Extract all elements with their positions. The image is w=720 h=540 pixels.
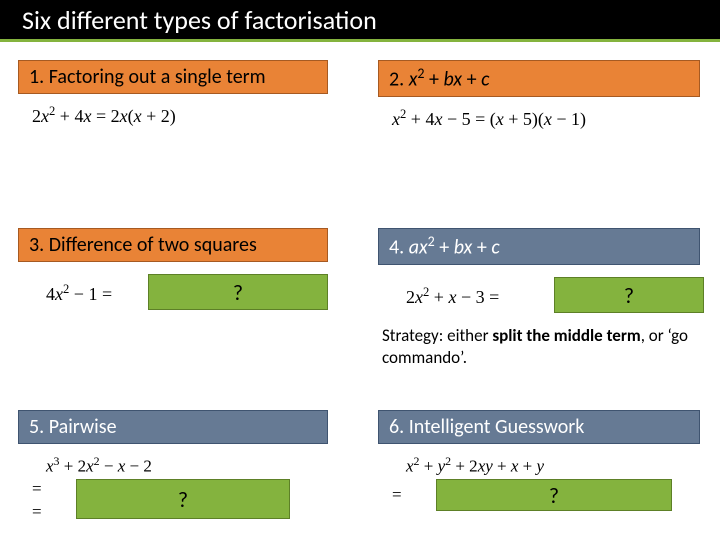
panel-4-label: 4. ax2 + bx + c <box>378 228 700 265</box>
panel-1: 1. Factoring out a single term 2x2 + 4x … <box>18 60 368 130</box>
panel-5-answer-box[interactable]: ? <box>76 479 290 519</box>
panel-2: 2. x2 + bx + c x2 + 4x − 5 = (x + 5)(x −… <box>378 60 712 130</box>
row-2: 3. Difference of two squares 4x2 − 1 = ?… <box>0 216 720 369</box>
panel-5: 5. Pairwise x3 + 2x2 − x − 2 == ? <box>18 410 368 521</box>
row-3: 5. Pairwise x3 + 2x2 − x − 2 == ? 6. Int… <box>0 398 720 521</box>
panel-6-answer-box[interactable]: ? <box>436 479 672 511</box>
panel-3-formula: 4x2 − 1 = <box>46 282 112 305</box>
panel-6-label: 6. Intelligent Guesswork <box>378 410 700 444</box>
panel-2-formula: x2 + 4x − 5 = (x + 5)(x − 1) <box>392 107 712 130</box>
panel-5-label: 5. Pairwise <box>18 410 328 444</box>
panel-4-answer-box[interactable]: ? <box>554 277 704 313</box>
panel-4-strategy: Strategy: either split the middle term, … <box>382 325 712 369</box>
panel-5-formula: x3 + 2x2 − x − 2 <box>46 454 368 477</box>
panel-4-formula: 2x2 + x − 3 = <box>406 285 499 308</box>
panel-6-formula: x2 + y2 + 2xy + x + y <box>406 454 712 477</box>
panel-6: 6. Intelligent Guesswork x2 + y2 + 2xy +… <box>378 410 712 521</box>
title-bar: Six different types of factorisation <box>0 0 720 42</box>
panel-3-label: 3. Difference of two squares <box>18 228 328 262</box>
page-title: Six different types of factorisation <box>0 4 720 36</box>
panel-1-label: 1. Factoring out a single term <box>18 60 328 94</box>
panel-3-answer-box[interactable]: ? <box>148 274 328 310</box>
panel-1-formula: 2x2 + 4x = 2x(x + 2) <box>32 104 368 127</box>
panel-4: 4. ax2 + bx + c 2x2 + x − 3 = ? Strategy… <box>378 228 712 369</box>
panel-3: 3. Difference of two squares 4x2 − 1 = ? <box>18 228 368 369</box>
row-1: 1. Factoring out a single term 2x2 + 4x … <box>0 48 720 130</box>
panel-2-label: 2. x2 + bx + c <box>378 60 700 97</box>
